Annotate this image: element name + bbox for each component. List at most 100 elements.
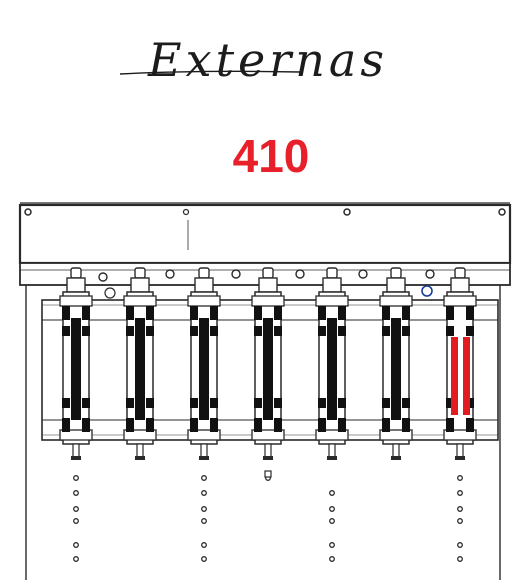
mounting-hole: [329, 518, 335, 524]
cylinder-bottom-tip: [135, 456, 145, 460]
highlight-bar: [451, 337, 458, 415]
cylinder-top-flange: [315, 295, 349, 307]
cylinder-top-fitting: [134, 267, 146, 279]
mounting-hole: [457, 506, 463, 512]
mounting-hole: [329, 506, 335, 512]
cylinder-top-flange: [379, 295, 413, 307]
cylinder-nut: [146, 326, 154, 336]
cylinder-6: [379, 267, 413, 460]
cylinder-bottom-tip: [263, 456, 273, 460]
cylinder-nut: [62, 398, 70, 408]
cylinder-nut: [402, 418, 410, 432]
cylinder-nut: [62, 306, 70, 320]
cylinder-nut: [190, 398, 198, 408]
mounting-hole: [201, 518, 207, 524]
cylinder-bottom-stem: [136, 443, 144, 459]
cylinder-bottom-flange: [251, 429, 285, 441]
mounting-hole: [457, 556, 463, 562]
cylinder-bottom-stem: [328, 443, 336, 459]
cylinder-nut: [82, 418, 90, 432]
cylinder-nut: [382, 398, 390, 408]
mounting-hole: [201, 475, 207, 481]
cylinder-nut: [318, 398, 326, 408]
cylinder-top-cap: [322, 277, 342, 293]
cylinder-nut: [146, 418, 154, 432]
cylinder-top-cap: [130, 277, 150, 293]
cylinder-rod: [199, 318, 209, 420]
title-underline-stroke: [119, 70, 301, 75]
cylinder-nut: [446, 306, 454, 320]
cylinder-nut: [402, 326, 410, 336]
cylinder-nut: [146, 398, 154, 408]
cylinder-nut: [210, 326, 218, 336]
cylinder-bottom-flange: [443, 429, 477, 441]
mounting-hole: [457, 490, 463, 496]
mounting-hole: [329, 490, 335, 496]
top-cover-panel: [18, 202, 512, 265]
cylinder-nut: [318, 418, 326, 432]
cylinder-nut: [382, 306, 390, 320]
cylinder-bottom-tip: [199, 456, 209, 460]
cylinder-top-cap: [386, 277, 406, 293]
mounting-hole: [329, 542, 335, 548]
cylinder-bottom-flange: [379, 429, 413, 441]
cylinder-bottom-tip: [455, 456, 465, 460]
cylinder-top-cap: [66, 277, 86, 293]
cylinder-nut: [82, 306, 90, 320]
cylinder-top-flange: [443, 295, 477, 307]
cylinder-nut: [382, 326, 390, 336]
square-hole: [264, 470, 272, 478]
cylinder-top-cap: [450, 277, 470, 293]
cylinder-nut: [126, 306, 134, 320]
cylinder-rod: [391, 318, 401, 420]
cylinder-nut: [338, 306, 346, 320]
cylinder-2: [123, 267, 157, 460]
cylinder-top-cap: [194, 277, 214, 293]
cylinder-nut: [254, 326, 262, 336]
cylinder-top-flange: [123, 295, 157, 307]
mounting-hole: [73, 518, 79, 524]
cylinder-top-fitting: [454, 267, 466, 279]
cylinder-nut: [210, 306, 218, 320]
cylinder-nut: [274, 398, 282, 408]
cylinder-4: [251, 267, 285, 460]
mounting-hole: [201, 556, 207, 562]
cylinder-bottom-flange: [123, 429, 157, 441]
cylinder-bottom-flange: [187, 429, 221, 441]
cylinder-nut: [274, 306, 282, 320]
cylinder-nut: [210, 418, 218, 432]
cylinder-rod: [135, 318, 145, 420]
cylinder-top-flange: [251, 295, 285, 307]
mounting-hole: [457, 518, 463, 524]
cylinder-nut: [466, 418, 474, 432]
cylinder-bottom-flange: [315, 429, 349, 441]
cylinder-rod: [327, 318, 337, 420]
cylinder-nut: [62, 418, 70, 432]
cylinder-nut: [338, 326, 346, 336]
cylinder-nut: [254, 418, 262, 432]
cylinder-top-fitting: [390, 267, 402, 279]
cylinder-nut: [382, 418, 390, 432]
cylinder-nut: [190, 306, 198, 320]
cylinder-bottom-stem: [72, 443, 80, 459]
cylinder-nut: [338, 398, 346, 408]
cylinder-nut: [446, 326, 454, 336]
mounting-hole: [201, 506, 207, 512]
cylinder-nut: [126, 326, 134, 336]
cylinder-top-fitting: [326, 267, 338, 279]
part-number: 410: [233, 130, 310, 182]
cylinder-bottom-stem: [456, 443, 464, 459]
cylinder-nut: [318, 306, 326, 320]
cylinder-7: [443, 267, 477, 460]
cylinder-top-flange: [59, 295, 93, 307]
cylinder-nut: [274, 326, 282, 336]
cylinder-nut: [146, 306, 154, 320]
cylinder-nut: [466, 306, 474, 320]
cylinder-bottom-stem: [200, 443, 208, 459]
cylinder-nut: [254, 398, 262, 408]
mounting-hole: [457, 475, 463, 481]
cylinder-nut: [190, 326, 198, 336]
cylinder-nut: [318, 326, 326, 336]
cylinder-nut: [126, 398, 134, 408]
